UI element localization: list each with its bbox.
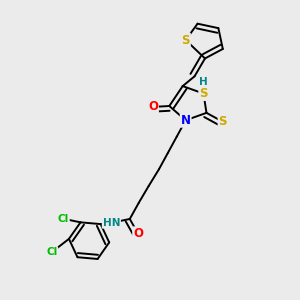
Text: HN: HN <box>103 218 120 228</box>
Text: S: S <box>199 87 208 100</box>
Text: H: H <box>199 76 208 87</box>
Text: N: N <box>181 114 191 127</box>
Text: O: O <box>148 100 158 113</box>
Text: S: S <box>182 34 190 46</box>
Text: O: O <box>133 227 143 240</box>
Text: Cl: Cl <box>46 247 57 257</box>
Text: S: S <box>219 115 227 128</box>
Text: Cl: Cl <box>58 214 69 224</box>
